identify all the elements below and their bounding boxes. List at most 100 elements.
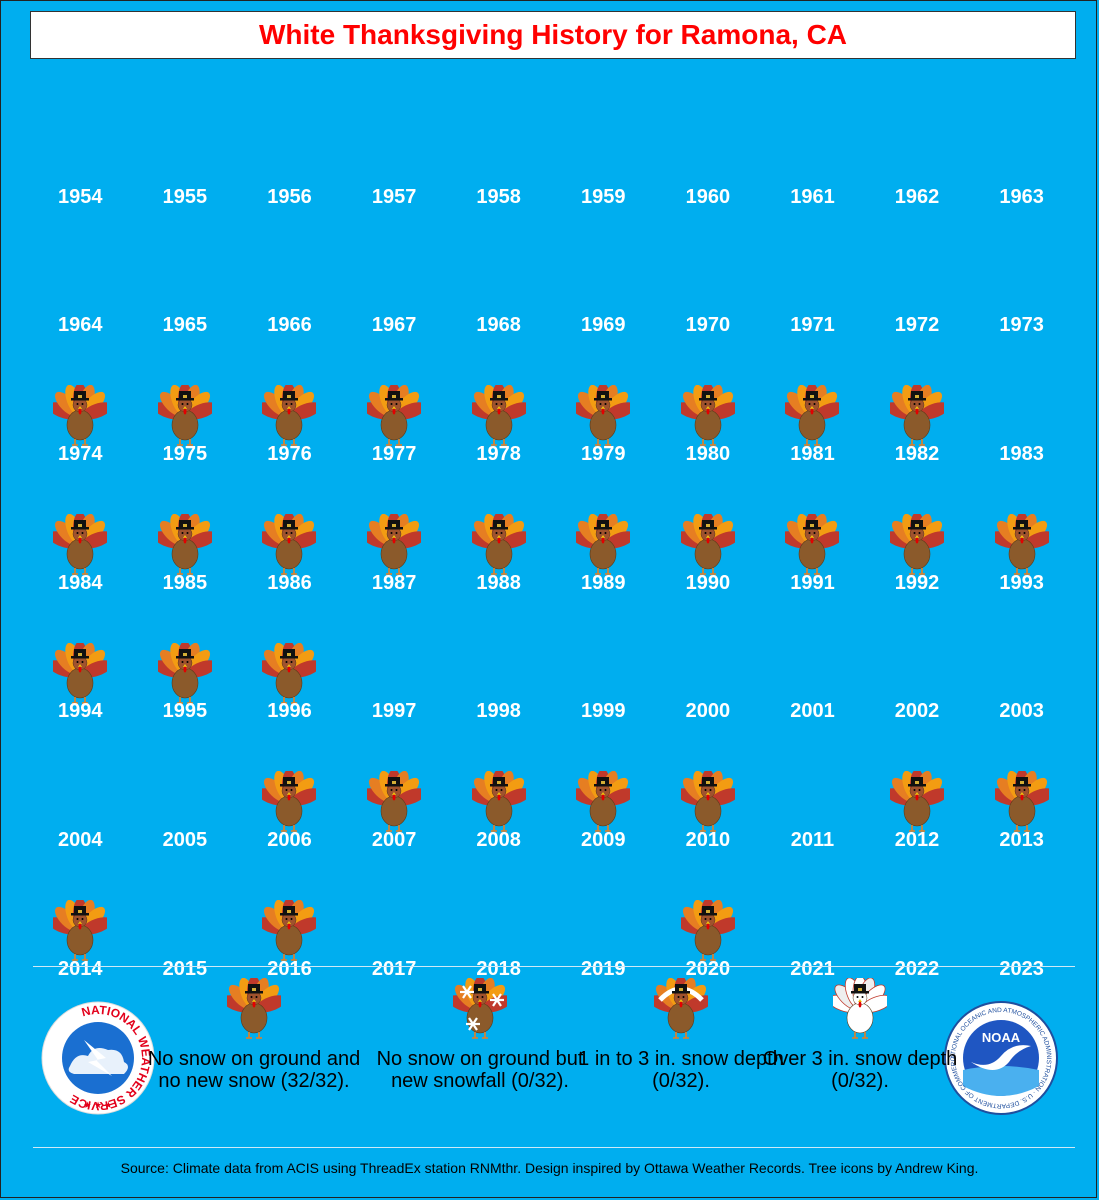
turkey-icon [680, 900, 735, 961]
year-cell: 1959 [551, 80, 656, 209]
year-cell: 1956 [237, 80, 342, 209]
year-cell: 1954 [28, 80, 133, 209]
year-cell: 1968 [446, 209, 551, 338]
year-label: 1961 [790, 185, 835, 208]
turkey-icon [576, 771, 631, 833]
year-label: 2002 [894, 700, 940, 723]
year-cell: 1982 [865, 337, 970, 466]
year-cell: 1971 [760, 209, 865, 338]
year-label: 1994 [58, 700, 103, 723]
year-cell: 1989 [551, 466, 656, 595]
year-cell: 2016 [237, 852, 342, 981]
year-cell: 1975 [133, 337, 238, 466]
title-box: White Thanksgiving History for Ramona, C… [30, 11, 1076, 59]
year-cell: 2004 [28, 723, 133, 852]
turkey-icon [680, 771, 735, 833]
year-label: 1997 [371, 700, 417, 723]
year-cell: 1984 [28, 466, 133, 595]
year-label: 1983 [999, 443, 1044, 466]
year-cell: 2002 [865, 595, 970, 724]
year-label: 1965 [162, 314, 208, 337]
year-cell: 2010 [656, 723, 761, 852]
year-label: 1989 [581, 571, 626, 594]
year-cell: 1999 [551, 595, 656, 724]
turkey-icon [576, 514, 631, 575]
year-label: 1988 [476, 571, 521, 594]
year-cell: 1979 [551, 337, 656, 466]
year-label: 1987 [371, 571, 417, 594]
year-label: 1955 [162, 185, 208, 208]
turkey-icon [227, 978, 281, 1039]
year-label: 1975 [162, 443, 208, 466]
year-cell: 1986 [237, 466, 342, 595]
year-label: 1992 [894, 571, 940, 594]
turkey-icon [262, 385, 317, 447]
noaa-logo: NOAA NATIONAL OCEANIC AND ATMOSPHERIC AD… [943, 1000, 1058, 1115]
turkey-icon [157, 385, 212, 447]
year-cell: 1995 [133, 595, 238, 724]
turkey-icon [994, 771, 1049, 833]
year-label: 1964 [58, 314, 103, 337]
year-cell: 1981 [760, 337, 865, 466]
year-label: 1957 [371, 185, 417, 208]
year-label: 2022 [894, 957, 940, 980]
turkey-icon [680, 514, 735, 575]
year-label: 1979 [581, 443, 626, 466]
year-cell: 1977 [342, 337, 447, 466]
turkey-icon [262, 514, 317, 575]
year-cell: 2022 [865, 852, 970, 981]
year-cell: 2018 [446, 852, 551, 981]
year-label: 1990 [685, 571, 731, 594]
noaa-logo-text: NOAA [982, 1030, 1021, 1045]
year-cell: 1996 [237, 595, 342, 724]
year-label: 1968 [476, 314, 521, 337]
year-label: 1991 [790, 571, 835, 594]
year-cell: 1962 [865, 80, 970, 209]
year-cell: 1997 [342, 595, 447, 724]
year-cell: 1961 [760, 80, 865, 209]
turkey-icon [576, 385, 631, 447]
year-cell: 2003 [969, 595, 1074, 724]
year-cell: 1990 [656, 466, 761, 595]
turkey-icon [471, 385, 526, 447]
year-cell: 1966 [237, 209, 342, 338]
year-label: 2012 [894, 829, 940, 852]
year-label: 1966 [267, 314, 312, 337]
source-note: Source: Climate data from ACIS using Thr… [120, 1160, 979, 1176]
year-cell: 2021 [760, 852, 865, 981]
year-label: 1963 [999, 185, 1044, 208]
year-label: 2003 [999, 700, 1044, 723]
year-cell: 1980 [656, 337, 761, 466]
year-cell: 2005 [133, 723, 238, 852]
year-label: 2019 [581, 957, 626, 980]
year-label: 1981 [790, 443, 835, 466]
legend-depth-over-3-text: Over 3 in. snow depth (0/32). [762, 1048, 958, 1092]
year-cell: 1987 [342, 466, 447, 595]
year-label: 2000 [685, 700, 731, 723]
year-label: 1962 [894, 185, 940, 208]
year-label: 1972 [894, 314, 940, 337]
year-label: 2009 [581, 829, 626, 852]
legend-depth-1-3-text: 1 in to 3 in. snow depth (0/32). [578, 1048, 784, 1092]
turkey-icon [680, 385, 735, 447]
year-cell: 2009 [551, 723, 656, 852]
year-cell: 1985 [133, 466, 238, 595]
year-cell: 1965 [133, 209, 238, 338]
year-cell: 1960 [656, 80, 761, 209]
year-label: 1996 [267, 700, 312, 723]
year-label: 1993 [999, 571, 1044, 594]
snowflake-turkey-icon [453, 978, 507, 1039]
year-cell: 1972 [865, 209, 970, 338]
turkey-icon [890, 385, 945, 447]
year-label: 2004 [58, 829, 103, 852]
year-cell: 2001 [760, 595, 865, 724]
year-label: 2023 [999, 957, 1044, 980]
turkey-icon [471, 771, 526, 833]
year-cell: 2011 [760, 723, 865, 852]
white-turkey-icon [833, 978, 887, 1039]
legend-no-snow-text: No snow on ground and no new snow (32/32… [147, 1048, 361, 1092]
year-cell: 2007 [342, 723, 447, 852]
year-cell: 2014 [28, 852, 133, 981]
year-label: 1954 [58, 185, 103, 208]
year-cell: 2019 [551, 852, 656, 981]
